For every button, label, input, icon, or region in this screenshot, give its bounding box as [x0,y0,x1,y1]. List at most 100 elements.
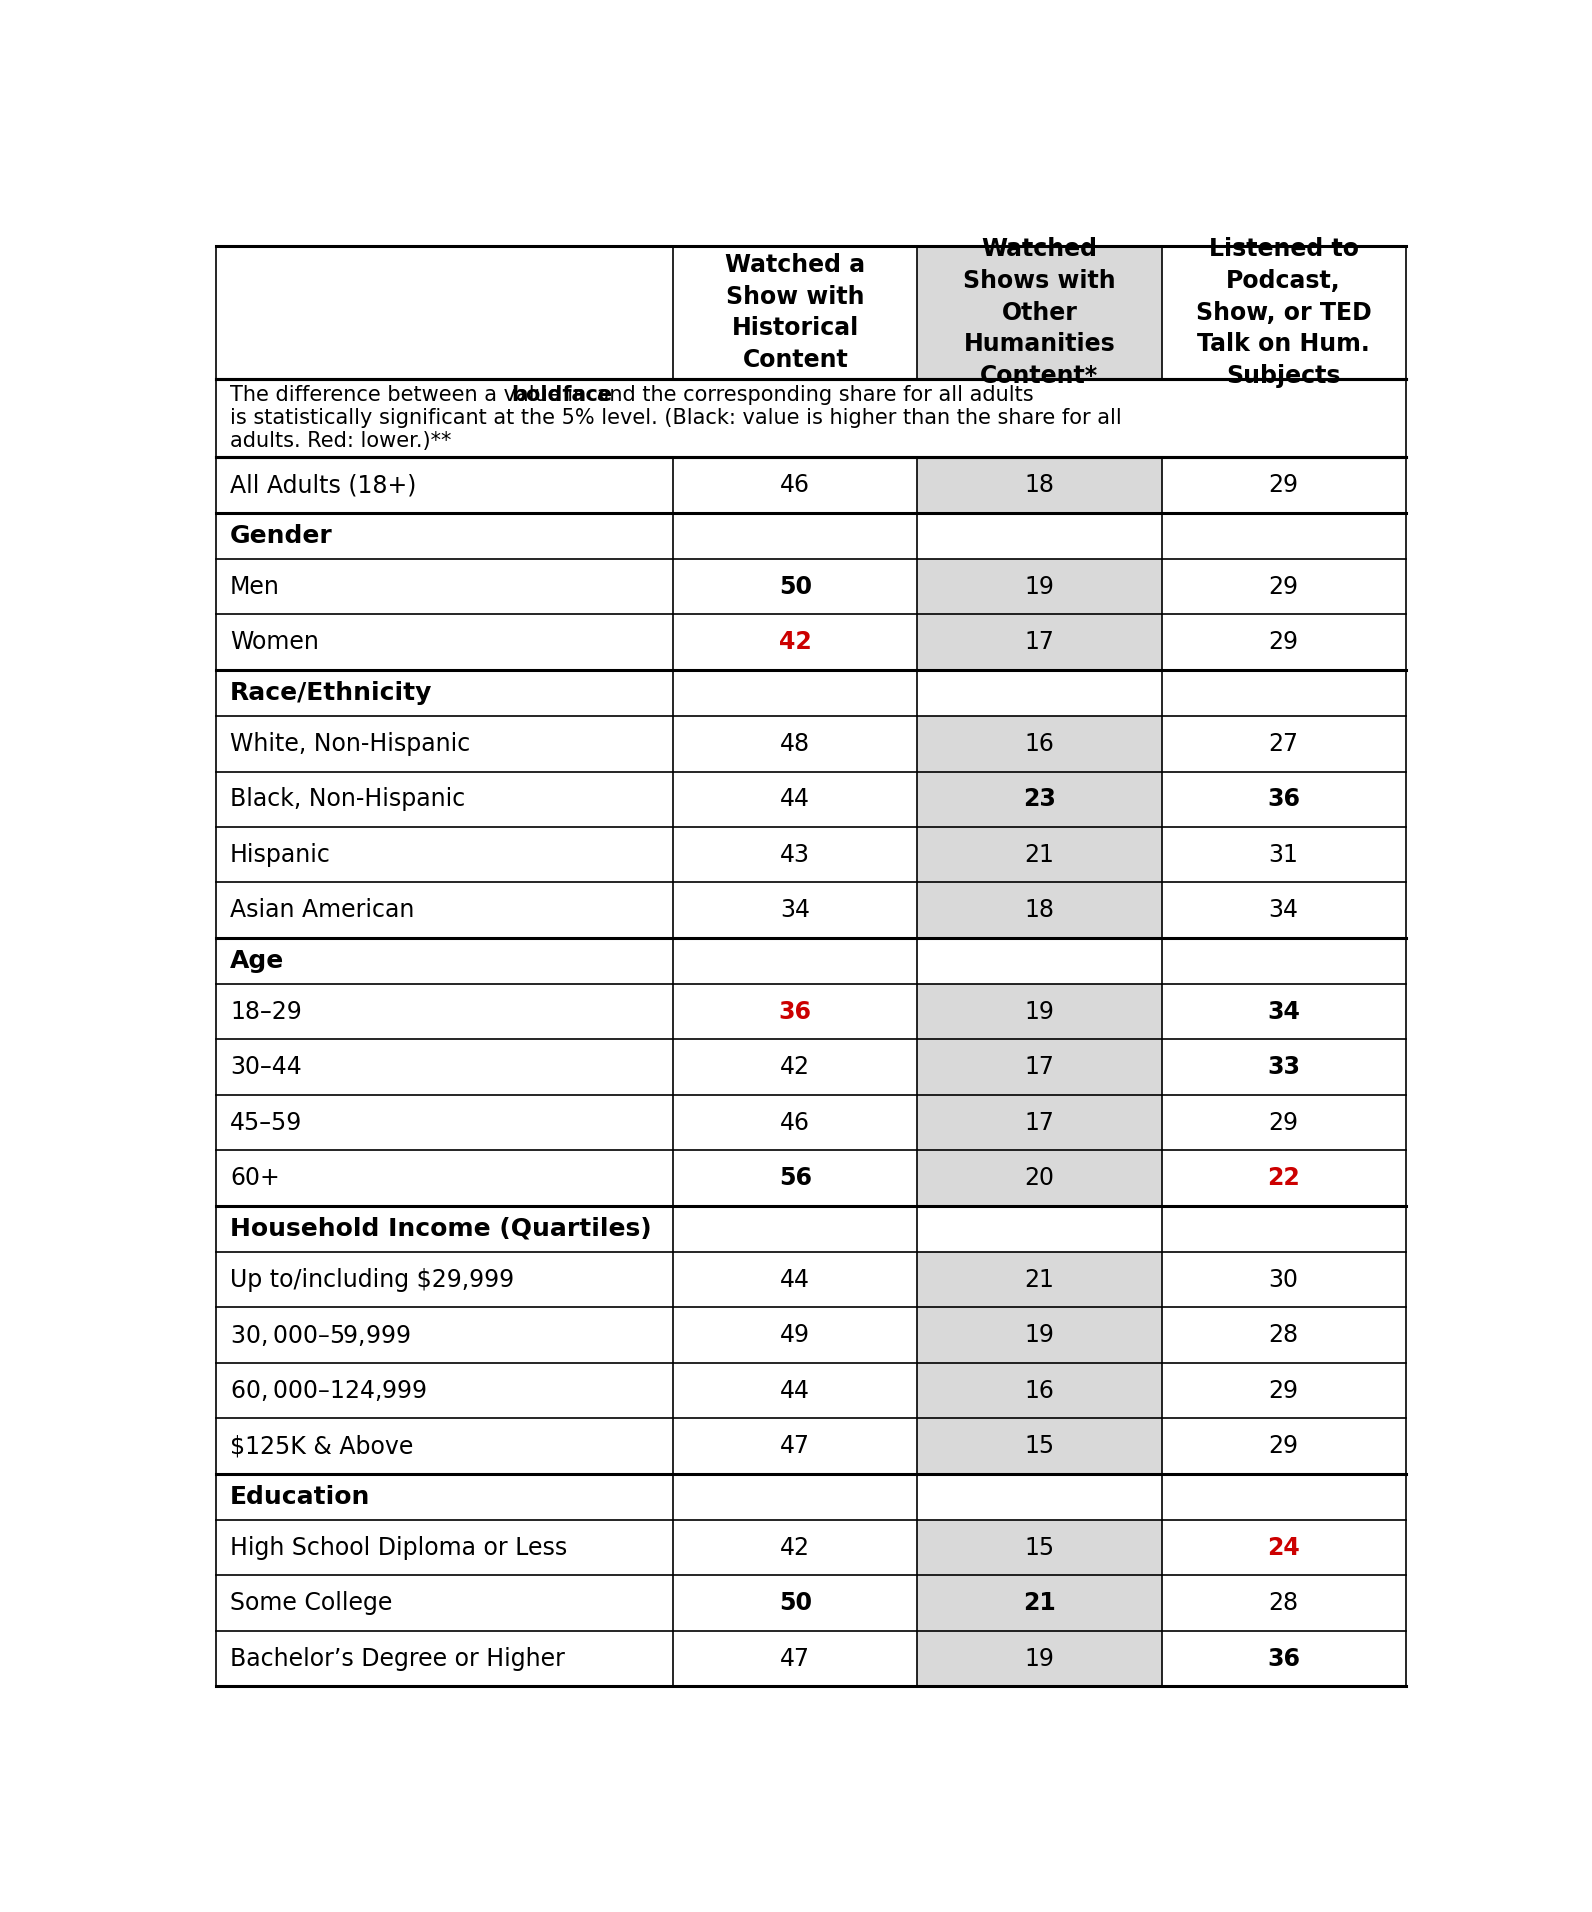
Bar [917,717,1162,772]
Text: Bachelor’s Degree or Higher: Bachelor’s Degree or Higher [229,1646,565,1671]
Text: 48: 48 [780,732,810,755]
Text: adults. Red: lower.)**: adults. Red: lower.)** [229,432,452,451]
Text: 30: 30 [1269,1268,1299,1293]
Text: 50: 50 [778,576,812,598]
Text: 29: 29 [1269,1434,1299,1459]
Text: 29: 29 [1269,472,1299,497]
Bar [917,1252,1162,1308]
Text: $30,000–$59,999: $30,000–$59,999 [229,1323,411,1348]
Text: 23: 23 [1024,788,1055,811]
Text: 36: 36 [778,1000,812,1023]
Text: 56: 56 [778,1166,812,1189]
Bar [917,1520,1162,1575]
Text: 28: 28 [1269,1323,1299,1348]
Text: 29: 29 [1269,576,1299,598]
Text: boldface: boldface [511,384,613,405]
Text: Watched
Shows with
Other
Humanities
Content*: Watched Shows with Other Humanities Cont… [963,237,1116,388]
Bar [917,1308,1162,1363]
Text: 18: 18 [1025,899,1054,922]
Text: 47: 47 [780,1646,810,1671]
Text: 21: 21 [1024,1591,1055,1616]
Text: 30–44: 30–44 [229,1055,302,1078]
Text: 17: 17 [1025,1111,1054,1134]
Text: Race/Ethnicity: Race/Ethnicity [229,681,433,706]
Text: 29: 29 [1269,1111,1299,1134]
Text: High School Diploma or Less: High School Diploma or Less [229,1535,567,1560]
Text: 60+: 60+ [229,1166,280,1189]
Bar [917,1363,1162,1419]
Text: 47: 47 [780,1434,810,1459]
Bar [917,457,1162,512]
Bar [917,614,1162,669]
Text: Women: Women [229,631,318,654]
Text: 19: 19 [1025,1323,1054,1348]
Bar [917,772,1162,828]
Text: 42: 42 [780,1055,810,1078]
Bar [917,1419,1162,1474]
Bar [917,828,1162,883]
Text: 19: 19 [1025,1000,1054,1023]
Text: 45–59: 45–59 [229,1111,302,1134]
Text: 49: 49 [780,1323,810,1348]
Bar [917,1631,1162,1686]
Text: 43: 43 [780,843,810,866]
Text: 42: 42 [780,1535,810,1560]
Text: 18–29: 18–29 [229,1000,302,1023]
Text: $125K & Above: $125K & Above [229,1434,414,1459]
Bar [917,1040,1162,1096]
Bar [917,1575,1162,1631]
Text: Age: Age [229,948,285,973]
Text: 36: 36 [1267,788,1301,811]
Text: All Adults (18+): All Adults (18+) [229,472,417,497]
Text: 15: 15 [1024,1434,1054,1459]
Text: Up to/including $29,999: Up to/including $29,999 [229,1268,514,1293]
Text: is statistically significant at the 5% level. (Black: value is higher than the s: is statistically significant at the 5% l… [229,407,1122,428]
Text: 15: 15 [1024,1535,1054,1560]
Text: Listened to
Podcast,
Show, or TED
Talk on Hum.
Subjects: Listened to Podcast, Show, or TED Talk o… [1196,237,1371,388]
Text: 20: 20 [1025,1166,1054,1189]
Text: 27: 27 [1269,732,1299,755]
Bar [917,1151,1162,1206]
Text: The difference between a value in: The difference between a value in [229,384,592,405]
Text: 22: 22 [1267,1166,1301,1189]
Text: 44: 44 [780,1379,810,1403]
Text: Men: Men [229,576,280,598]
Text: 46: 46 [780,472,810,497]
Text: 17: 17 [1025,1055,1054,1078]
Text: 34: 34 [1269,899,1299,922]
Text: 31: 31 [1269,843,1299,866]
Text: 19: 19 [1025,576,1054,598]
Text: 18: 18 [1025,472,1054,497]
Text: Hispanic: Hispanic [229,843,331,866]
Text: Gender: Gender [229,524,333,549]
Text: 33: 33 [1267,1055,1301,1078]
Text: 34: 34 [1267,1000,1301,1023]
Text: Asian American: Asian American [229,899,414,922]
Text: 50: 50 [778,1591,812,1616]
Text: Some College: Some College [229,1591,392,1616]
Text: 21: 21 [1025,843,1054,866]
Text: 29: 29 [1269,631,1299,654]
Text: 36: 36 [1267,1646,1301,1671]
Text: Watched a
Show with
Historical
Content: Watched a Show with Historical Content [726,252,866,373]
Text: 17: 17 [1025,631,1054,654]
Text: 44: 44 [780,788,810,811]
Text: 29: 29 [1269,1379,1299,1403]
Text: $60,000–$124,999: $60,000–$124,999 [229,1379,427,1403]
Text: 28: 28 [1269,1591,1299,1616]
Text: Education: Education [229,1486,371,1509]
Bar [917,985,1162,1040]
Text: 19: 19 [1025,1646,1054,1671]
Text: 44: 44 [780,1268,810,1293]
Text: and the corresponding share for all adults: and the corresponding share for all adul… [589,384,1033,405]
Text: 16: 16 [1025,732,1054,755]
Text: 42: 42 [778,631,812,654]
Text: 46: 46 [780,1111,810,1134]
Bar [917,247,1162,379]
Text: Household Income (Quartiles): Household Income (Quartiles) [229,1216,651,1241]
Text: Black, Non-Hispanic: Black, Non-Hispanic [229,788,465,811]
Bar [917,1096,1162,1151]
Bar [917,883,1162,939]
Text: White, Non-Hispanic: White, Non-Hispanic [229,732,470,755]
Text: 34: 34 [780,899,810,922]
